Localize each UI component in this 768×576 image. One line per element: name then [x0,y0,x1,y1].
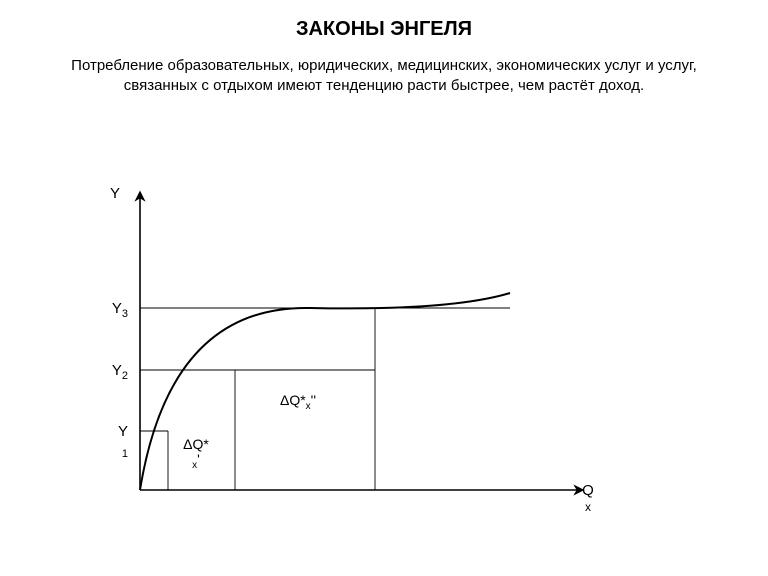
x-axis-label: Q x [578,483,598,515]
x-axis-label-x: x [585,500,591,514]
engel-chart: Y Q x Y 1 Y2 Y3 ΔQ* x' ΔQ*x'' [80,185,640,545]
page-subtitle: Потребление образовательных, юридических… [40,56,728,97]
tick-y3: Y3 [98,300,128,320]
delta-q2-label: ΔQ*x'' [268,393,328,412]
tick-y1: Y 1 [98,423,128,460]
x-axis-label-q: Q [582,482,594,499]
delta-q1-label: ΔQ* x' [174,437,218,471]
page: ЗАКОНЫ ЭНГЕЛЯ Потребление образовательны… [0,0,768,576]
y-axis-label: Y [110,185,120,202]
tick-y2: Y2 [98,362,128,382]
page-title: ЗАКОНЫ ЭНГЕЛЯ [0,18,768,41]
chart-svg [80,185,640,545]
